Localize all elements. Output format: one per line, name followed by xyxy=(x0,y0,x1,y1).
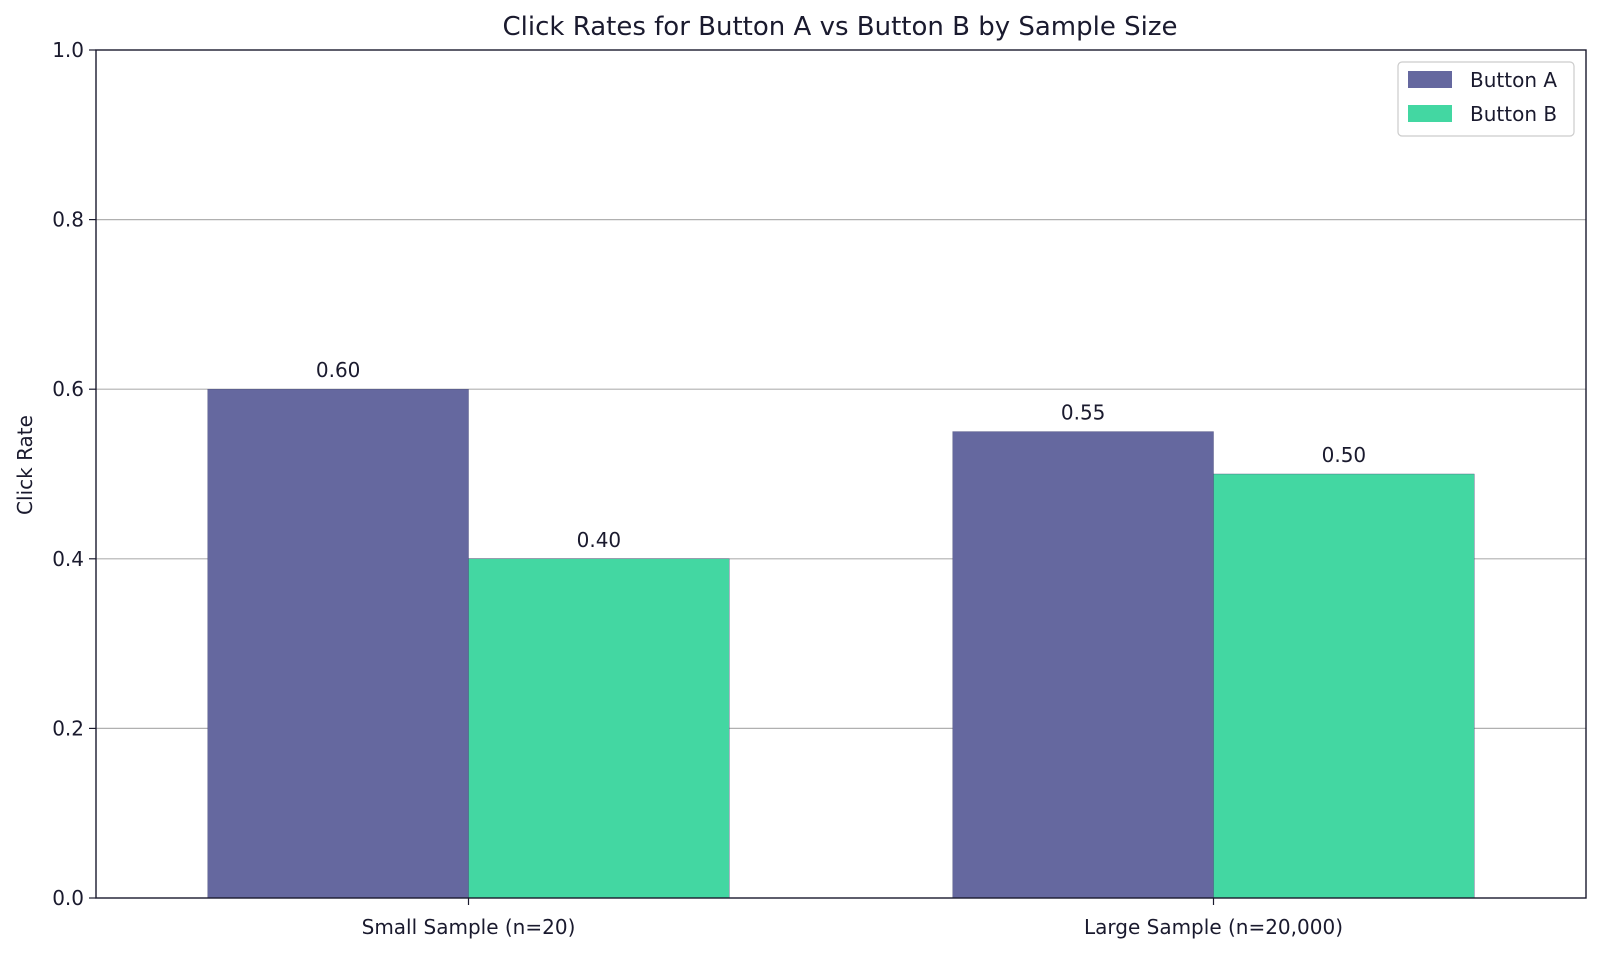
x-tick-label: Small Sample (n=20) xyxy=(362,915,576,939)
legend-label: Button A xyxy=(1470,68,1557,92)
data-label: 0.40 xyxy=(577,528,622,552)
legend-swatch xyxy=(1408,105,1452,122)
y-tick-label: 0.2 xyxy=(52,716,84,740)
x-tick-label: Large Sample (n=20,000) xyxy=(1084,915,1343,939)
y-tick-label: 0.4 xyxy=(52,547,84,571)
y-tick-label: 0.8 xyxy=(52,208,84,232)
bar-button-a-2 xyxy=(952,431,1214,899)
axes: 0.0 0.2 0.4 0.6 0.8 1.0 Small Sample (n=20) Lar… xyxy=(52,38,1587,939)
chart-title: Click Rates for Button A vs Button B by … xyxy=(503,12,1178,42)
data-label: 0.50 xyxy=(1322,443,1367,467)
bars xyxy=(207,389,1475,899)
bar-button-a-1 xyxy=(207,389,469,899)
y-tick-label: 0.6 xyxy=(52,377,84,401)
y-tick-label: 1.0 xyxy=(52,38,84,62)
data-labels: 0.60 0.40 0.55 0.50 xyxy=(316,358,1366,552)
bar-button-b-2 xyxy=(1213,473,1475,899)
legend-swatch xyxy=(1408,71,1452,88)
legend: Button A Button B xyxy=(1397,61,1575,137)
y-tick-label: 0.0 xyxy=(52,886,84,910)
data-label: 0.55 xyxy=(1061,401,1106,425)
y-axis-label: Click Rate xyxy=(13,415,37,515)
plot-frame xyxy=(95,49,1587,899)
data-label: 0.60 xyxy=(316,358,361,382)
bar-button-b-1 xyxy=(468,558,730,899)
legend-label: Button B xyxy=(1470,102,1557,126)
